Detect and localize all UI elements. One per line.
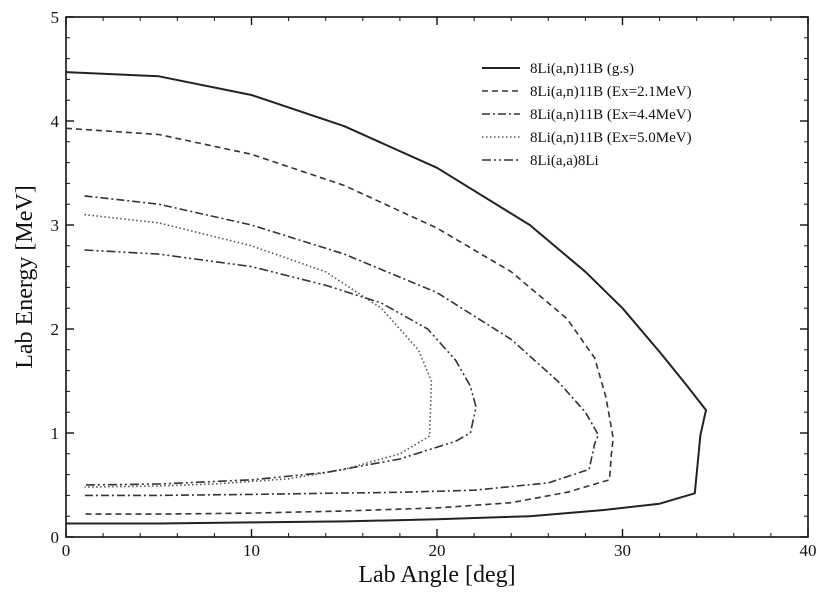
x-tick-label: 0 [62,541,71,560]
x-tick-label: 20 [429,541,446,560]
y-tick-label: 0 [51,528,60,547]
series-line-3 [84,195,600,497]
x-tick-label: 30 [614,541,631,560]
y-tick-label: 5 [51,8,60,27]
series-line-2 [65,127,614,515]
series-line-4 [84,213,433,488]
y-tick-label: 1 [51,424,60,443]
y-tick-label: 2 [51,320,60,339]
legend: 8Li(a,n)11B (g.s) 8Li(a,n)11B (Ex=2.1MeV)… [482,61,692,169]
legend-label-3: 8Li(a,n)11B (Ex=4.4MeV) [530,107,692,123]
x-tick-label: 40 [800,541,817,560]
legend-label-5: 8Li(a,a)8Li [530,153,599,169]
legend-label-4: 8Li(a,n)11B (Ex=5.0MeV) [530,130,692,146]
axis-ticks: 0 10 20 30 40 0 1 2 3 4 5 [51,8,817,560]
x-tick-label: 10 [243,541,260,560]
y-tick-label: 4 [51,112,60,131]
legend-label-1: 8Li(a,n)11B (g.s) [530,61,634,77]
series-line-1 [65,71,707,525]
plot-frame [65,16,809,538]
series-line-5 [84,249,477,486]
y-axis-label: Lab Energy [MeV] [12,185,38,369]
y-tick-label: 3 [51,216,60,235]
series-layer [65,71,707,525]
legend-label-2: 8Li(a,n)11B (Ex=2.1MeV) [530,84,692,100]
x-axis-label: Lab Angle [deg] [358,562,515,588]
